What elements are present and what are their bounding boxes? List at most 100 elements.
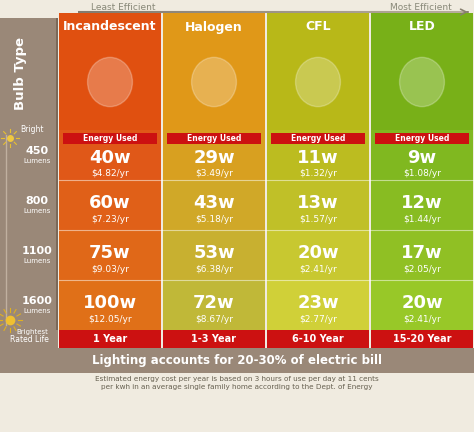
Text: CFL: CFL [305, 20, 331, 34]
Bar [0, 18, 58, 348]
Bar [59, 280, 161, 330]
Bar [56, 18, 58, 348]
Text: 75w: 75w [89, 244, 131, 262]
Text: Energy Used: Energy Used [395, 134, 449, 143]
Bar [267, 13, 369, 18]
Text: Energy Used: Energy Used [187, 134, 241, 143]
Text: $2.77/yr: $2.77/yr [299, 314, 337, 324]
Text: Bright: Bright [20, 126, 44, 134]
Text: Bulb Type: Bulb Type [15, 38, 27, 111]
Text: 29w: 29w [193, 149, 235, 167]
Bar [271, 133, 365, 144]
Text: $7.23/yr: $7.23/yr [91, 215, 129, 223]
Bar [371, 180, 473, 230]
Text: 15-20 Year: 15-20 Year [393, 334, 451, 344]
Text: 450: 450 [26, 146, 48, 156]
Text: 12w: 12w [401, 194, 443, 212]
Text: Incandescent: Incandescent [63, 20, 157, 34]
Text: $2.05/yr: $2.05/yr [403, 264, 441, 273]
Text: $3.49/yr: $3.49/yr [195, 169, 233, 178]
Text: 100w: 100w [83, 294, 137, 312]
Text: 6-10 Year: 6-10 Year [292, 334, 344, 344]
Bar [59, 130, 161, 180]
Text: Energy Used: Energy Used [291, 134, 345, 143]
Text: 20w: 20w [401, 294, 443, 312]
Text: 72w: 72w [193, 294, 235, 312]
Text: Lumens: Lumens [23, 308, 51, 314]
Text: 17w: 17w [401, 244, 443, 262]
Text: Most Efficient: Most Efficient [390, 3, 452, 12]
Text: Estimated energy cost per year is based on 3 hours of use per day at 11 cents
pe: Estimated energy cost per year is based … [95, 377, 379, 390]
Ellipse shape [296, 57, 340, 107]
Text: $2.41/yr: $2.41/yr [403, 314, 441, 324]
Bar [59, 230, 161, 280]
Text: 11w: 11w [297, 149, 339, 167]
Text: 1 Year: 1 Year [93, 334, 127, 344]
Bar [163, 180, 265, 230]
Bar [163, 280, 265, 330]
Ellipse shape [88, 57, 132, 107]
Bar [267, 330, 369, 348]
Bar [371, 13, 473, 18]
Bar [163, 18, 265, 130]
Bar [375, 133, 469, 144]
Text: 800: 800 [26, 196, 48, 206]
Text: Lumens: Lumens [23, 258, 51, 264]
Text: 53w: 53w [193, 244, 235, 262]
Text: 43w: 43w [193, 194, 235, 212]
Bar [371, 330, 473, 348]
Text: 40w: 40w [89, 149, 131, 167]
Bar [371, 130, 473, 180]
Text: $12.05/yr: $12.05/yr [88, 314, 132, 324]
Text: 23w: 23w [297, 294, 339, 312]
Text: $1.32/yr: $1.32/yr [299, 169, 337, 178]
Text: 9w: 9w [408, 149, 437, 167]
Text: Brightest: Brightest [16, 329, 48, 335]
Bar [0, 330, 58, 348]
Text: $6.38/yr: $6.38/yr [195, 264, 233, 273]
Text: 60w: 60w [89, 194, 131, 212]
Text: Lighting accounts for 20-30% of electric bill: Lighting accounts for 20-30% of electric… [92, 354, 382, 367]
Text: $4.82/yr: $4.82/yr [91, 169, 129, 178]
Text: Least Efficient: Least Efficient [91, 3, 155, 12]
Bar [163, 130, 265, 180]
Bar [267, 280, 369, 330]
Bar [59, 330, 161, 348]
Bar [371, 18, 473, 130]
Text: Lumens: Lumens [23, 208, 51, 214]
Bar [267, 180, 369, 230]
Bar [163, 330, 265, 348]
Bar [167, 133, 261, 144]
Bar [267, 18, 369, 130]
Text: $2.41/yr: $2.41/yr [299, 264, 337, 273]
Text: Halogen: Halogen [185, 20, 243, 34]
Bar [163, 13, 265, 18]
Bar [371, 280, 473, 330]
Text: $8.67/yr: $8.67/yr [195, 314, 233, 324]
Bar [59, 13, 161, 18]
Bar [267, 130, 369, 180]
Ellipse shape [191, 57, 237, 107]
Text: Rated Life: Rated Life [9, 334, 48, 343]
Bar [59, 180, 161, 230]
Text: 13w: 13w [297, 194, 339, 212]
Text: $1.57/yr: $1.57/yr [299, 215, 337, 223]
Text: 1100: 1100 [22, 246, 52, 256]
Text: $1.44/yr: $1.44/yr [403, 215, 441, 223]
Text: $5.18/yr: $5.18/yr [195, 215, 233, 223]
Text: 1600: 1600 [21, 296, 53, 306]
Bar [163, 230, 265, 280]
Bar [267, 230, 369, 280]
Text: $1.08/yr: $1.08/yr [403, 169, 441, 178]
Text: Energy Used: Energy Used [83, 134, 137, 143]
Text: $9.03/yr: $9.03/yr [91, 264, 129, 273]
Bar [371, 230, 473, 280]
Ellipse shape [400, 57, 445, 107]
Bar [59, 18, 161, 130]
Text: Lumens: Lumens [23, 158, 51, 164]
Text: 20w: 20w [297, 244, 339, 262]
Bar [63, 133, 157, 144]
Text: LED: LED [409, 20, 436, 34]
Text: 1-3 Year: 1-3 Year [191, 334, 237, 344]
Bar [0, 348, 474, 373]
